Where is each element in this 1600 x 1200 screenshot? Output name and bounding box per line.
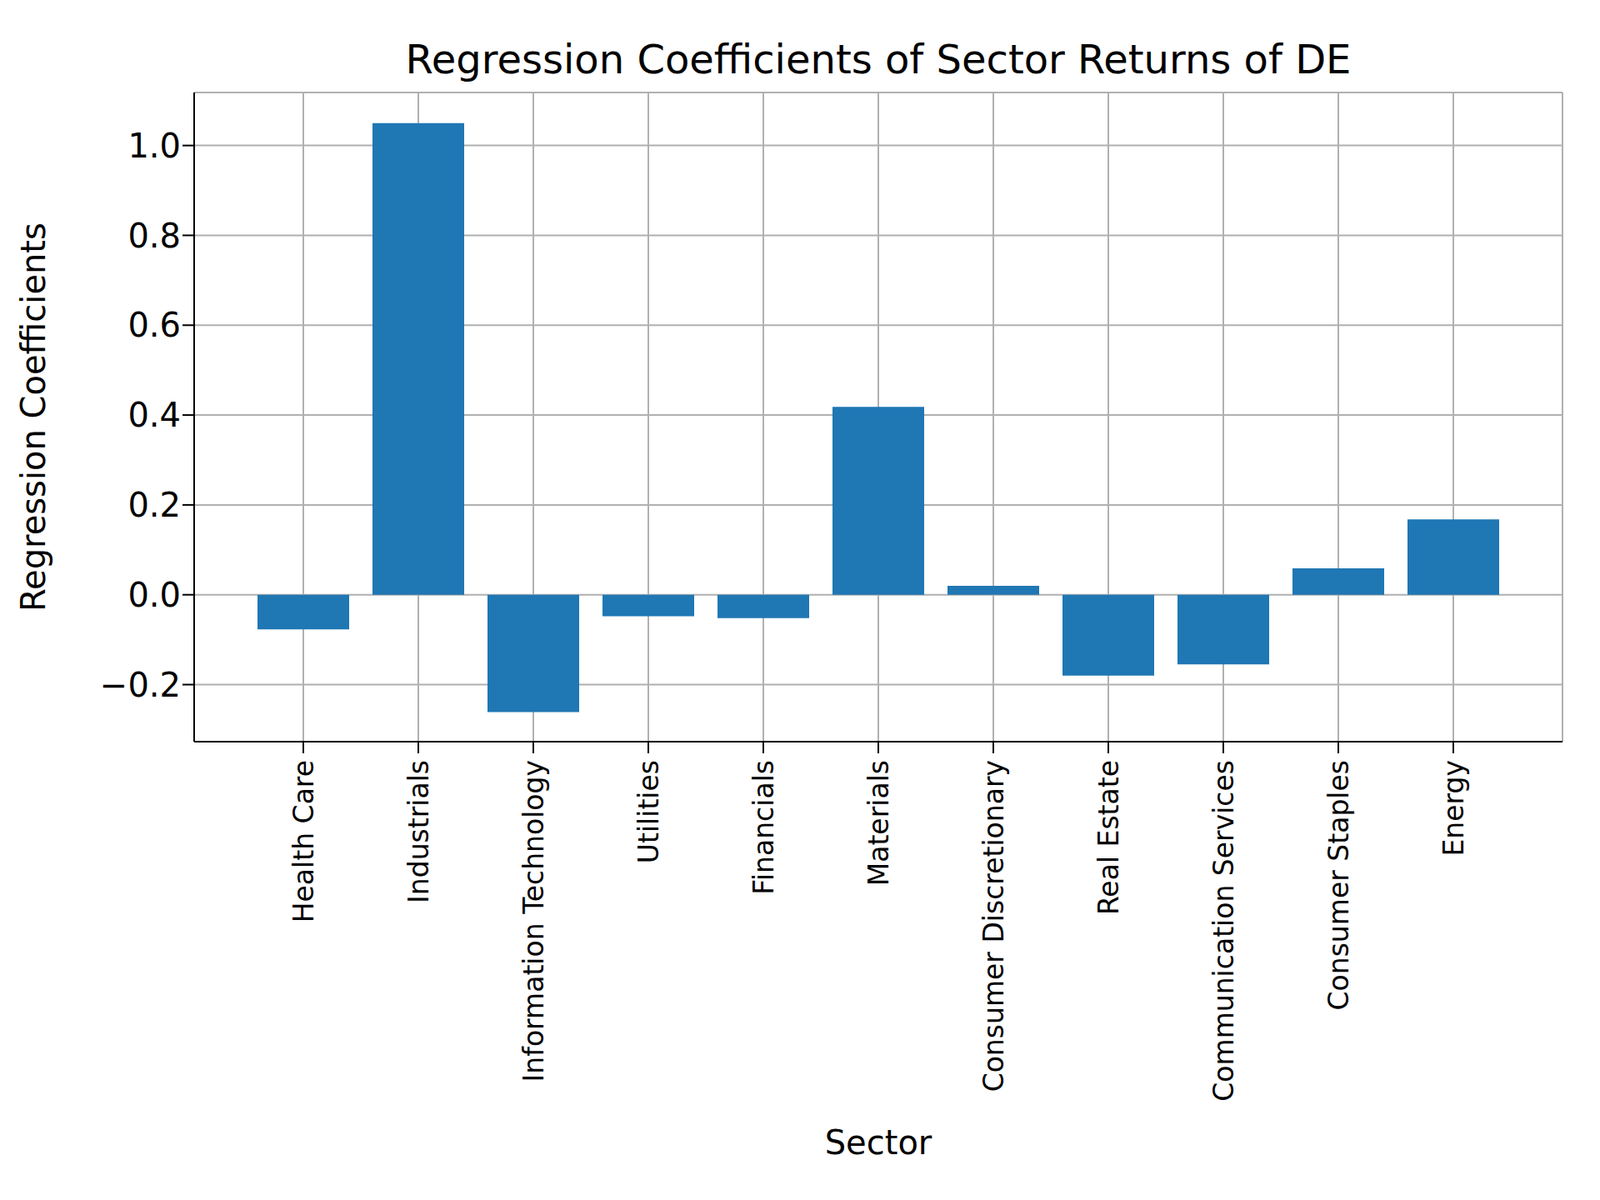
svg-text:Industrials: Industrials <box>402 760 435 904</box>
svg-text:0.6: 0.6 <box>127 305 181 345</box>
svg-text:Consumer Discretionary: Consumer Discretionary <box>977 760 1010 1092</box>
svg-text:Communication Services: Communication Services <box>1207 760 1240 1102</box>
svg-text:Regression Coefficients: Regression Coefficients <box>14 222 53 612</box>
svg-text:Financials: Financials <box>747 760 780 895</box>
svg-text:Utilities: Utilities <box>632 760 665 864</box>
svg-text:Consumer Staples: Consumer Staples <box>1322 760 1355 1010</box>
svg-text:Health Care: Health Care <box>287 760 320 923</box>
svg-text:−0.2: −0.2 <box>100 665 181 705</box>
svg-text:Real Estate: Real Estate <box>1092 760 1125 915</box>
svg-text:Materials: Materials <box>862 760 895 886</box>
svg-text:0.2: 0.2 <box>127 485 181 525</box>
svg-text:Information Technology: Information Technology <box>517 760 550 1082</box>
svg-text:0.0: 0.0 <box>127 575 181 615</box>
svg-text:0.8: 0.8 <box>127 216 181 255</box>
svg-text:Sector: Sector <box>825 1123 933 1162</box>
svg-text:Energy: Energy <box>1437 760 1470 857</box>
svg-text:1.0: 1.0 <box>127 126 181 165</box>
svg-text:0.4: 0.4 <box>127 395 181 435</box>
html-text:Regression Coefficients of Sec: Regression Coefficients of Sector Return… <box>405 35 1352 83</box>
